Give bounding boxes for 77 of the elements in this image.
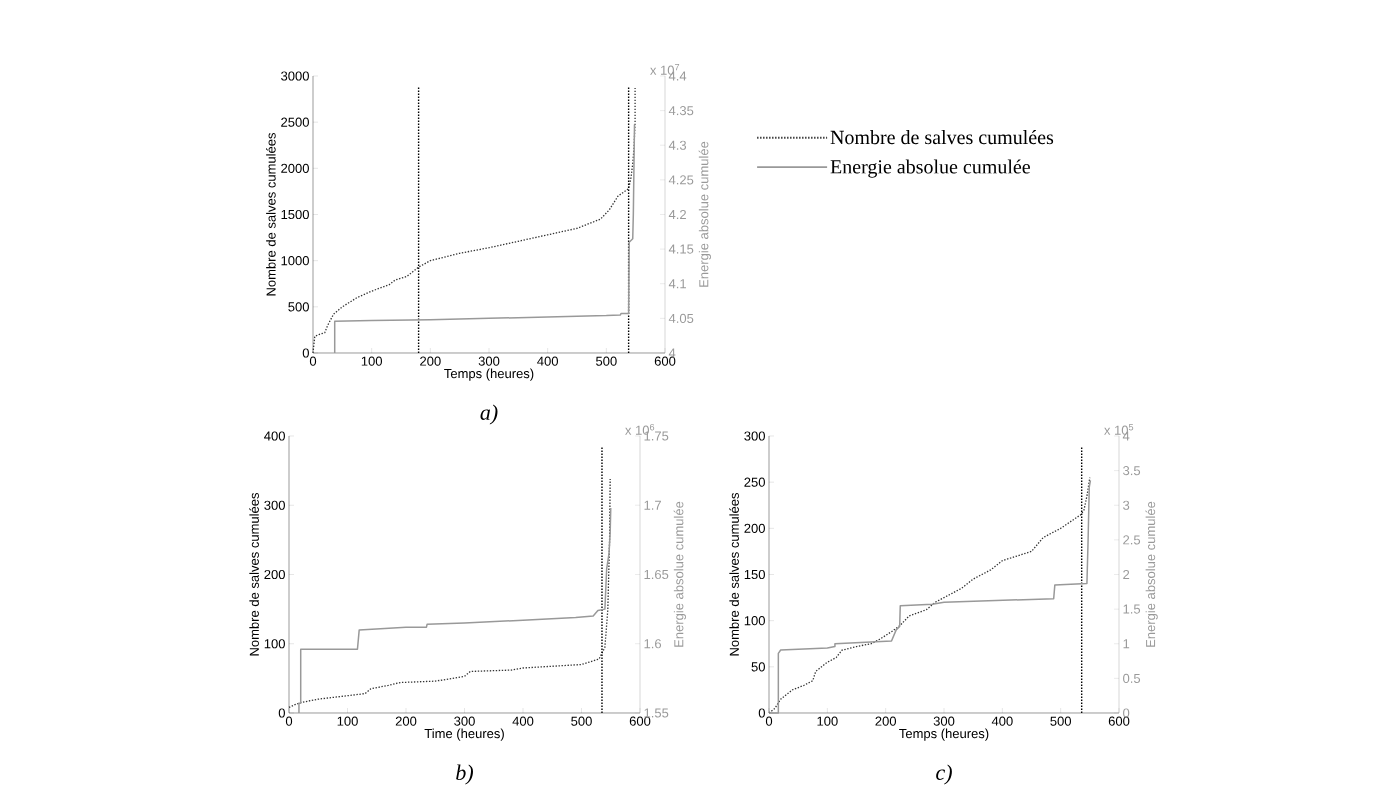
y-tick-label: 200 <box>264 569 285 580</box>
y-axis-title: Nombre de salves cumulées <box>729 492 739 656</box>
y-tick-label: 300 <box>264 500 285 510</box>
x-tick-label: 300 <box>933 716 955 726</box>
y2-tick-label: 4.2 <box>668 209 686 220</box>
y-tick-label: 200 <box>744 523 765 533</box>
y2-tick-label: 1.65 <box>644 569 669 580</box>
y2-tick-label: 4.25 <box>668 175 694 185</box>
line-series <box>288 478 611 709</box>
y2-axis-title: Energie absolue cumulée <box>1145 501 1158 647</box>
y-tick-label: 0 <box>302 348 309 358</box>
y2-tick-label: 3 <box>1123 500 1130 510</box>
y-axis-title: Nombre de salves cumulées <box>265 132 276 296</box>
x-tick-label: 100 <box>361 356 383 366</box>
y-tick-label: 300 <box>744 431 765 441</box>
text: a) <box>480 404 498 425</box>
text: b) <box>456 764 473 785</box>
y2-tick-label: 0 <box>1123 708 1130 718</box>
x-tick-label: 0 <box>309 356 317 366</box>
x-tick-label: 200 <box>420 356 441 366</box>
y2-tick-label: 1 <box>1123 639 1130 649</box>
y-tick-label: 0 <box>758 708 765 718</box>
y-tick-label: 1000 <box>281 256 309 266</box>
y-tick-label: 250 <box>744 477 765 487</box>
x-tick-label: 0 <box>765 716 773 726</box>
y-tick-label: 2500 <box>281 117 309 127</box>
y2-tick-label: 1.6 <box>644 639 662 649</box>
y2-tick-label: 2 <box>1123 569 1130 580</box>
y-tick-label: 400 <box>264 431 285 441</box>
y2-axis-title: Energie absolue cumulée <box>673 501 686 647</box>
y2-tick-label: 4.35 <box>668 106 694 116</box>
y2-tick-label: 3.5 <box>1123 466 1141 476</box>
x-tick-label: 100 <box>337 716 358 726</box>
y-tick-label: 50 <box>751 662 765 672</box>
legend-label: Energie absolue cumulée <box>830 159 1030 178</box>
x-tick-label: 300 <box>478 356 500 366</box>
y2-axis-title: Energie absolue cumulée <box>698 141 711 287</box>
x-tick-label: 400 <box>991 716 1013 726</box>
legend-label: Nombre de salves cumulées <box>830 130 1054 145</box>
x-tick-label: 200 <box>395 716 417 726</box>
x-axis-title: Time (heures) <box>424 728 504 741</box>
y2-tick-label: 0.5 <box>1123 673 1141 683</box>
x-tick-label: 400 <box>537 356 559 366</box>
x-tick-label: 200 <box>875 716 897 726</box>
x-tick-label: 600 <box>654 356 676 366</box>
y-tick-label: 1500 <box>281 209 309 220</box>
y-tick-label: 150 <box>744 569 765 580</box>
line-series <box>312 87 636 354</box>
x-tick-label: 500 <box>571 716 592 726</box>
y-tick-label: 500 <box>288 302 309 312</box>
y-tick-label: 100 <box>264 639 285 649</box>
x-tick-label: 600 <box>1108 716 1130 726</box>
y-tick-label: 100 <box>744 616 765 626</box>
y2-tick-label: 2.5 <box>1123 535 1141 545</box>
y-tick-label: 2000 <box>281 163 309 173</box>
x-axis-title: Temps (heures) <box>899 728 989 741</box>
line-series <box>298 507 612 714</box>
y2-tick-label: 4.05 <box>668 313 694 323</box>
text: c) <box>936 764 952 785</box>
y-tick-label: 3000 <box>281 71 309 81</box>
y2-tick-label: 1.5 <box>1123 604 1141 614</box>
y2-tick-label: 1.55 <box>644 708 669 718</box>
y2-tick-label: 4.3 <box>668 140 687 150</box>
y2-tick-label: 4.15 <box>668 244 694 254</box>
x-tick-label: 500 <box>596 356 617 366</box>
y-tick-label: 0 <box>278 708 285 718</box>
x-tick-label: 600 <box>629 716 651 726</box>
x-tick-label: 300 <box>454 716 475 726</box>
x-tick-label: 100 <box>817 716 838 726</box>
y2-tick-label: 4.1 <box>668 279 686 289</box>
y2-tick-label: 1.7 <box>644 500 661 510</box>
y-axis-title: Nombre de salves cumulées <box>249 492 259 656</box>
x-tick-label: 500 <box>1050 716 1072 726</box>
line-series <box>333 123 636 354</box>
y2-tick-label: 4 <box>668 348 676 358</box>
x-tick-label: 400 <box>512 716 534 726</box>
x-axis-title: Temps (heures) <box>444 368 534 381</box>
